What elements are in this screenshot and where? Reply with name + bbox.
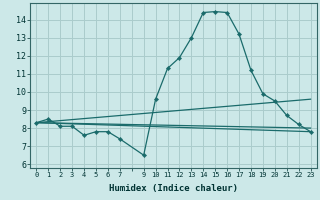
X-axis label: Humidex (Indice chaleur): Humidex (Indice chaleur) xyxy=(109,184,238,193)
